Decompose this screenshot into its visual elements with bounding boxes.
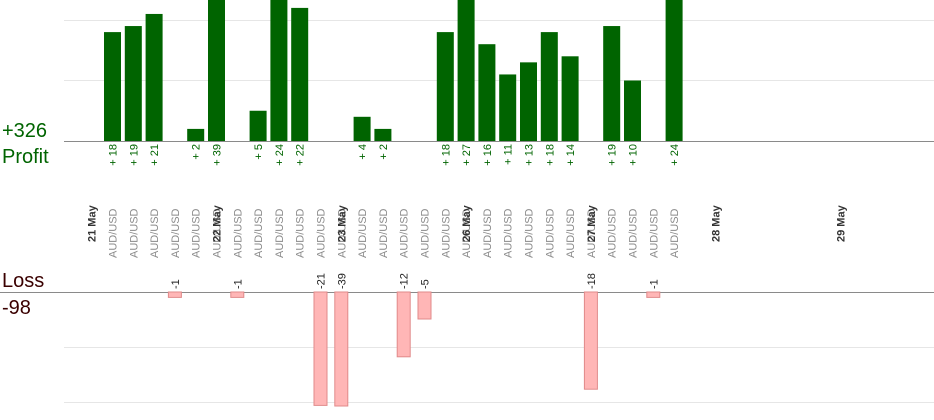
pair-label: AUD/USD [503,208,515,258]
profit-value-label: + 24 [669,144,681,166]
profit-value-label: + 18 [544,144,556,166]
profit-value-label: + 10 [628,144,640,166]
profit-bar [603,26,621,141]
date-label: 28 May [711,204,723,242]
profit-value-label: + 24 [274,144,286,166]
profit-bar [104,32,121,141]
profit-value-label: + 2 [378,144,390,160]
loss-value-label: -12 [399,273,411,289]
loss-value-label: -5 [420,279,432,289]
profit-bar [624,80,641,141]
profit-bar [478,44,496,142]
profit-value-label: + 22 [295,144,307,166]
profit-label: Profit [2,146,49,168]
profit-value-label: + 16 [482,144,494,166]
pair-label: AUD/USD [565,208,577,258]
loss-bar [167,291,182,298]
loss-bar [583,291,598,390]
pair-label: AUD/USD [274,208,286,258]
loss-bar [313,291,328,406]
profit-bar [540,32,558,141]
pair-label: AUD/USD [378,208,390,258]
profit-bars [104,0,683,142]
profit-value-label: + 13 [524,144,536,166]
loss-value-label: -18 [586,273,598,289]
profit-bar [145,13,163,142]
loss-value-label: -21 [316,273,328,289]
profit-value-label: + 11 [503,144,515,165]
profit-bar [436,32,454,141]
pair-label: AUD/USD [212,208,224,258]
pair-label: AUD/USD [648,208,660,258]
profit-value-label: + 21 [149,144,161,166]
profit-bar [270,0,288,141]
profit-bar [457,0,475,141]
loss-bars [167,291,661,407]
pair-label: AUD/USD [607,208,619,258]
pair-label: AUD/USD [420,208,432,258]
date-label: 23 May [336,204,348,242]
pair-label: AUD/USD [440,208,452,258]
profit-bar [187,128,205,141]
profit-value-label: + 18 [108,144,120,166]
date-label: 22 May [212,204,224,242]
profit-value-label: + 4 [357,144,369,160]
pair-label: AUD/USD [461,208,473,258]
pair-label: AUD/USD [232,208,244,258]
profit-bar [353,116,371,141]
loss-bar [646,291,661,298]
profit-value-label: + 39 [212,144,224,166]
loss-bar [396,291,411,358]
pair-label: AUD/USD [170,208,182,258]
loss-value-label: -1 [232,279,244,289]
profit-bar [499,74,517,141]
pair-label: AUD/USD [336,208,348,258]
loss-value-label: -39 [336,273,348,289]
pair-label: AUD/USD [357,208,369,258]
date-label: 21 May [87,204,99,242]
profit-value-label: + 27 [461,144,473,166]
loss-bar [230,291,245,298]
pair-label: AUD/USD [482,208,494,258]
loss-label: Loss [2,270,44,292]
pair-label: AUD/USD [191,208,203,258]
pair-label: AUD/USD [128,208,140,258]
profit-bar [665,0,683,141]
date-label: 27 May [586,204,598,242]
profit-total: +326 [2,120,47,142]
pair-label: AUD/USD [586,208,598,258]
profit-value-label: + 19 [607,144,619,166]
category-labels: AUD/USD + 18 AUD/USD + 19 AUD/USD + 21 AUD/USD… [87,144,848,289]
pair-label: AUD/USD [524,208,536,258]
profit-bar [520,62,537,141]
profit-value-label: + 14 [565,144,577,166]
date-label: 26 May [461,204,473,242]
pair-label: AUD/USD [316,208,328,258]
loss-value-label: -1 [170,279,182,289]
profit-bar [561,56,579,141]
profit-bar [291,7,309,142]
profit-value-label: + 19 [128,144,140,166]
profit-bar [249,110,267,141]
profit-bar [374,128,392,141]
pair-label: AUD/USD [544,208,556,258]
profit-value-label: + 5 [253,144,265,160]
profit-bar [208,0,225,141]
pair-label: AUD/USD [108,208,120,258]
pair-label: AUD/USD [295,208,307,258]
profit-bar [124,26,142,141]
profit-value-label: + 18 [440,144,452,166]
loss-bar [334,291,349,407]
pair-label: AUD/USD [253,208,265,258]
loss-bar [417,291,432,320]
loss-total: -98 [2,297,31,319]
pair-label: AUD/USD [669,208,681,258]
pair-label: AUD/USD [149,208,161,258]
loss-value-label: -1 [648,279,660,289]
date-label: 29 May [836,204,848,242]
pair-label: AUD/USD [399,208,411,258]
pair-label: AUD/USD [628,208,640,258]
profit-value-label: + 2 [191,144,203,160]
